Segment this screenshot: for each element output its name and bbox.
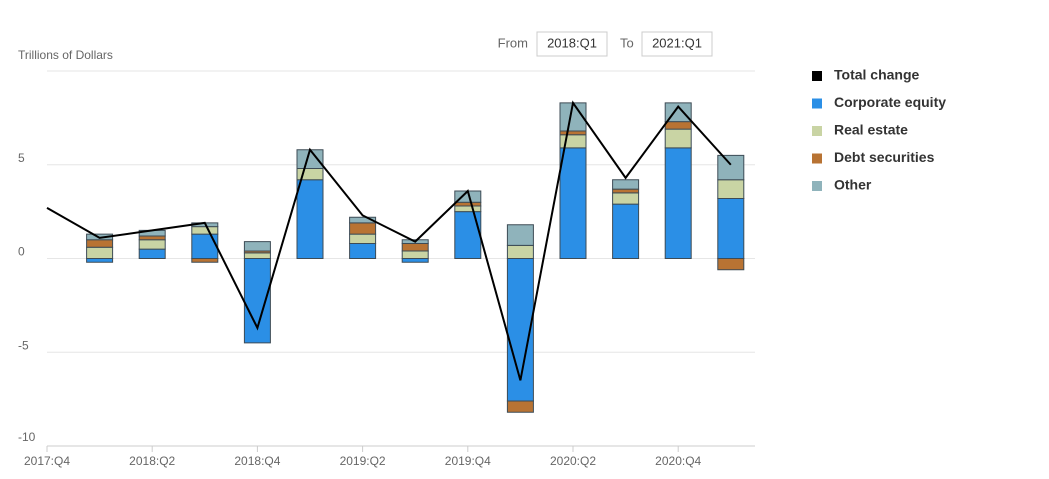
bar-segment: [612, 179, 640, 190]
bar-segment: [664, 147, 692, 259]
x-tick-label: 2019:Q4: [445, 454, 491, 468]
bar-segment: [506, 224, 534, 246]
legend-label[interactable]: Real estate: [834, 122, 908, 138]
legend-label[interactable]: Corporate equity: [834, 94, 946, 110]
y-tick-label: 5: [18, 151, 25, 165]
bar-segment: [612, 188, 640, 194]
bar-segment: [296, 179, 324, 259]
bar-segment: [506, 400, 534, 413]
bar-segment: [664, 121, 692, 130]
bar-segment: [401, 258, 429, 263]
bar-segment: [191, 226, 219, 235]
y-axis-title: Trillions of Dollars: [18, 48, 113, 62]
bar-segment: [717, 154, 745, 181]
legend-swatch[interactable]: [812, 126, 822, 136]
bar-segment: [454, 201, 482, 207]
legend-swatch[interactable]: [812, 71, 822, 81]
bar-segment: [349, 233, 377, 244]
from-value[interactable]: 2018:Q1: [547, 35, 597, 50]
bar-segment: [664, 128, 692, 149]
bar-segment: [349, 222, 377, 235]
y-tick-label: 0: [18, 245, 25, 259]
from-label: From: [498, 35, 528, 50]
bar-segment: [454, 211, 482, 259]
bar-segment: [454, 205, 482, 213]
bar-segment: [717, 258, 745, 271]
x-tick-label: 2020:Q4: [655, 454, 701, 468]
bar-segment: [349, 243, 377, 259]
bar-segment: [243, 258, 271, 344]
legend-label[interactable]: Other: [834, 177, 872, 193]
bar-segment: [243, 252, 271, 259]
legend-swatch[interactable]: [812, 153, 822, 164]
bar-segment: [86, 246, 114, 259]
bar-segment: [243, 241, 271, 252]
bar-segment: [138, 248, 166, 259]
bar-segment: [191, 233, 219, 259]
bar-segment: [401, 243, 429, 252]
bar-segment: [86, 239, 114, 248]
bar-segment: [191, 258, 219, 263]
legend-swatch[interactable]: [812, 181, 822, 191]
from-input[interactable]: [536, 31, 608, 57]
legend-label[interactable]: Total change: [834, 67, 920, 83]
bar-segment: [717, 179, 745, 199]
bar-segment: [138, 235, 166, 241]
bar-segment: [349, 216, 377, 224]
bar-segment: [612, 203, 640, 259]
y-tick-label: -10: [18, 430, 36, 444]
legend-swatch[interactable]: [812, 98, 822, 109]
x-tick-label: 2018:Q2: [129, 454, 175, 468]
bar-segment: [86, 258, 114, 263]
bar-segment: [401, 250, 429, 259]
total-line: [46, 100, 732, 381]
to-value[interactable]: 2021:Q1: [652, 35, 702, 50]
bar-segment: [612, 192, 640, 205]
x-tick-label: 2017:Q4: [24, 454, 70, 468]
bar-segment: [506, 244, 534, 259]
bar-segment: [138, 239, 166, 250]
x-tick-label: 2019:Q2: [340, 454, 386, 468]
bar-segment: [559, 130, 587, 136]
x-tick-label: 2020:Q2: [550, 454, 596, 468]
legend-label[interactable]: Debt securities: [834, 149, 935, 165]
to-label: To: [620, 35, 634, 50]
y-tick-label: -5: [18, 338, 29, 352]
bar-segment: [559, 147, 587, 259]
bar-segment: [717, 198, 745, 259]
x-tick-label: 2018:Q4: [234, 454, 280, 468]
to-input[interactable]: [641, 31, 713, 57]
